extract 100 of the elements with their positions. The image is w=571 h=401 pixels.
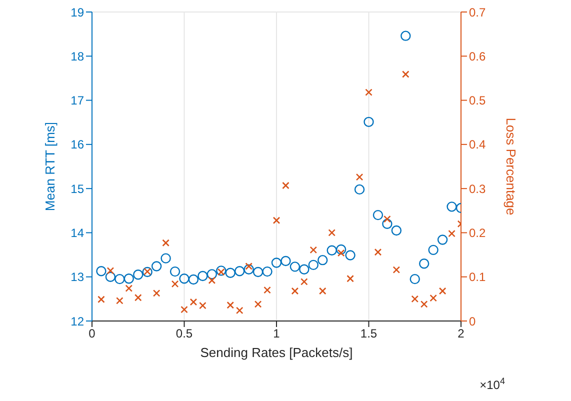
- point: [190, 298, 198, 306]
- point: [336, 244, 346, 255]
- y2-axis-title: Loss Percentage: [503, 118, 518, 216]
- y-tick-label: 13: [70, 270, 84, 284]
- x-tick-label: 1: [273, 326, 280, 341]
- y2-tick-label: 0.3: [469, 182, 486, 196]
- y-tick-label: 15: [70, 182, 84, 196]
- point: [206, 269, 218, 280]
- point: [272, 216, 280, 224]
- point: [98, 296, 105, 304]
- point: [410, 274, 420, 284]
- point: [106, 267, 114, 274]
- point: [299, 264, 310, 274]
- point: [392, 266, 400, 274]
- point: [198, 270, 208, 282]
- point: [437, 234, 448, 245]
- point: [448, 230, 456, 238]
- y-axis-title: Mean RTT [ms]: [42, 122, 58, 212]
- point: [160, 253, 171, 264]
- y-tick-label: 18: [70, 49, 84, 64]
- point: [254, 300, 262, 308]
- y2-tick-label: 0.6: [469, 49, 486, 64]
- point: [428, 244, 438, 256]
- point: [326, 245, 337, 256]
- point: [216, 266, 226, 276]
- point: [337, 249, 345, 257]
- y-tick-label: 16: [70, 138, 84, 152]
- point: [188, 274, 199, 285]
- y2-tick-label: 0: [469, 314, 476, 328]
- point: [400, 30, 411, 41]
- point: [420, 300, 428, 308]
- point: [226, 301, 234, 309]
- x-tick-label: 0: [88, 326, 96, 341]
- y2-tick-label: 0.5: [469, 94, 486, 108]
- point: [411, 295, 419, 303]
- point: [364, 116, 374, 128]
- point: [382, 218, 392, 229]
- point: [208, 276, 216, 284]
- point: [446, 202, 457, 212]
- point: [318, 254, 328, 266]
- point: [345, 250, 356, 260]
- point: [300, 278, 308, 286]
- point: [282, 182, 290, 190]
- point: [116, 297, 124, 304]
- point: [280, 256, 291, 266]
- x-tick-label: 0.5: [176, 326, 193, 341]
- y-tick-label: 17: [70, 94, 84, 108]
- point: [125, 284, 133, 292]
- point: [271, 258, 282, 268]
- point: [354, 184, 365, 195]
- point: [308, 260, 318, 270]
- point: [365, 88, 372, 96]
- point: [430, 294, 437, 302]
- y-tick-label: 12: [70, 314, 84, 328]
- point: [218, 268, 225, 276]
- point: [374, 248, 382, 256]
- point: [234, 266, 245, 276]
- point: [264, 286, 271, 294]
- point: [171, 280, 179, 288]
- point: [236, 306, 244, 314]
- point: [244, 264, 254, 274]
- point: [245, 262, 252, 270]
- point: [170, 266, 180, 277]
- y2-tick-label: 0.1: [469, 270, 486, 284]
- point: [134, 294, 142, 302]
- point: [96, 266, 106, 276]
- point: [252, 266, 264, 278]
- text: ×10$^{4}$: [480, 376, 505, 392]
- point: [356, 173, 364, 181]
- point: [124, 274, 134, 284]
- point: [384, 215, 391, 223]
- y2-tick-label: 0.7: [469, 5, 486, 20]
- y-tick-label: 19: [70, 5, 84, 20]
- y2-tick-label: 0.2: [469, 226, 486, 240]
- point: [180, 306, 188, 314]
- point: [346, 274, 354, 282]
- point: [225, 268, 236, 278]
- point: [179, 274, 190, 284]
- point: [372, 210, 384, 220]
- x-tick-label: 2: [458, 326, 465, 341]
- point: [291, 287, 299, 295]
- point: [419, 258, 430, 269]
- point: [133, 270, 144, 280]
- point: [199, 302, 206, 310]
- point: [105, 272, 116, 282]
- point: [402, 70, 410, 78]
- point: [162, 239, 170, 247]
- point: [151, 261, 162, 272]
- point: [290, 262, 300, 272]
- point: [438, 287, 446, 295]
- x-tick-label: 1.5: [360, 326, 378, 341]
- x-axis-title: Sending Rates [Packets/s]: [200, 345, 353, 360]
- point: [391, 225, 402, 236]
- y2-tick-label: 0.4: [469, 138, 486, 152]
- point: [114, 274, 125, 284]
- point: [262, 266, 272, 277]
- y-tick-label: 14: [70, 226, 84, 240]
- point: [152, 290, 160, 297]
- point: [328, 229, 336, 236]
- point: [318, 287, 326, 295]
